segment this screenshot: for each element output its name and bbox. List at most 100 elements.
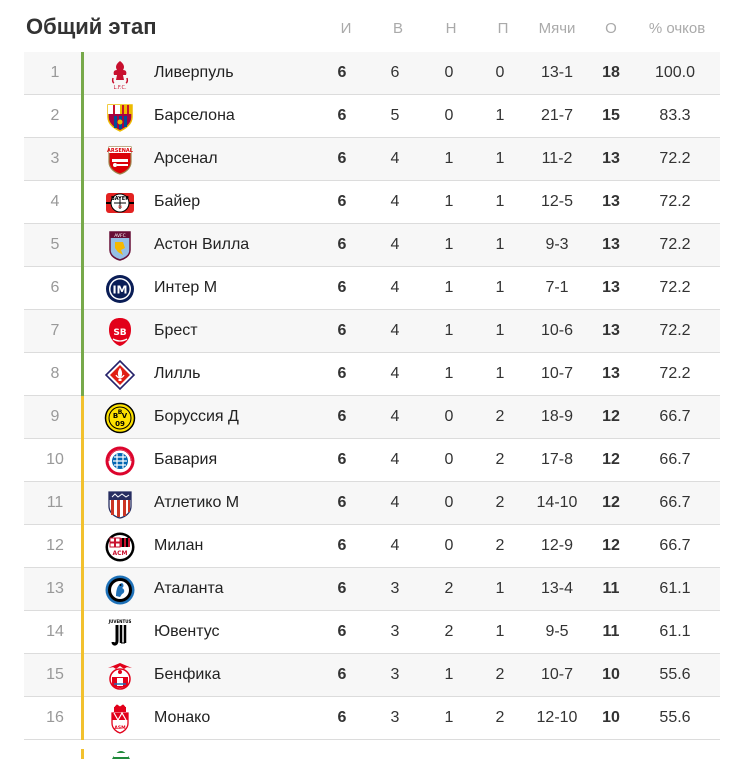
- lost-cell: 1: [495, 193, 505, 210]
- dortmund-crest-icon[interactable]: B V 09 B: [104, 402, 136, 434]
- qualification-zone-marker: [81, 52, 84, 95]
- team-name-link[interactable]: Интер М: [154, 279, 218, 296]
- qualification-zone-marker: [81, 439, 84, 482]
- won-cell: 4: [390, 537, 400, 554]
- arsenal-crest-icon[interactable]: ARSENAL: [104, 144, 136, 176]
- drawn-cell: 1: [444, 322, 454, 339]
- lost-cell: 1: [495, 365, 505, 382]
- points-cell: 15: [602, 107, 620, 124]
- atletico-crest-icon[interactable]: [104, 488, 136, 520]
- qualification-zone-marker: [81, 353, 84, 396]
- won-cell: 5: [390, 107, 400, 124]
- won-cell: 4: [390, 236, 400, 253]
- col-drawn-header[interactable]: Н: [445, 20, 457, 37]
- col-lost-header[interactable]: П: [497, 20, 509, 37]
- milan-crest-icon[interactable]: ACM: [104, 531, 136, 563]
- position-cell: 1: [50, 64, 60, 81]
- points-cell: 13: [602, 365, 620, 382]
- table-row[interactable]: 11 Атлетико М 6 4 0 2 14-10 12 66.7: [24, 482, 720, 525]
- team-name-link[interactable]: Боруссия Д: [154, 408, 239, 425]
- lost-cell: 1: [495, 150, 505, 167]
- team-name-link[interactable]: Астон Вилла: [154, 236, 250, 253]
- points-percent-cell: 66.7: [659, 451, 691, 468]
- table-row[interactable]: 4 BAYER04 Байер 6 4 1 1 12-5 13 72.2: [24, 181, 720, 224]
- table-row[interactable]: 2 Барселона 6 5 0 1 21-7 15 83.3: [24, 95, 720, 138]
- team-name-link[interactable]: Атлетико М: [154, 494, 240, 511]
- team-name-link[interactable]: Арсенал: [154, 150, 218, 167]
- drawn-cell: 0: [444, 494, 454, 511]
- position-cell: 5: [50, 236, 60, 253]
- svg-text:L.F.C.: L.F.C.: [113, 85, 127, 90]
- table-row[interactable]: 1 L.F.C. Ливерпуль 6 6 0 0 13-1 18 100.0: [24, 52, 720, 95]
- played-cell: 6: [337, 150, 347, 167]
- played-cell: 6: [337, 279, 347, 296]
- page-title: Общий этап: [26, 14, 157, 39]
- qualification-zone-marker: [81, 267, 84, 310]
- goals-cell: 17-8: [540, 451, 574, 468]
- team-name-link[interactable]: Ювентус: [154, 623, 220, 640]
- col-points-header[interactable]: О: [605, 20, 617, 37]
- brest-crest-icon[interactable]: SB: [104, 316, 136, 348]
- points-cell: 13: [602, 150, 620, 167]
- team-name-link[interactable]: Аталанта: [154, 580, 224, 597]
- played-cell: 6: [337, 322, 347, 339]
- table-row[interactable]: 10 Бавария 6 4 0 2 17-8 12 66.7: [24, 439, 720, 482]
- goals-cell: 12-9: [540, 537, 574, 554]
- table-row[interactable]: 8 Лилль 6 4 1 1 10-7 13 72.2: [24, 353, 720, 396]
- team-name-link[interactable]: Брест: [154, 322, 198, 339]
- benfica-crest-icon[interactable]: [104, 660, 136, 692]
- position-cell: 6: [50, 279, 60, 296]
- col-goals-header[interactable]: Мячи: [538, 20, 576, 37]
- atalanta-crest-icon[interactable]: [104, 574, 136, 606]
- team-name-link[interactable]: Бавария: [154, 451, 218, 468]
- points-cell: 12: [602, 494, 620, 511]
- played-cell: 6: [337, 494, 347, 511]
- team-name-link[interactable]: Бенфика: [154, 666, 221, 683]
- played-cell: 6: [337, 64, 347, 81]
- table-row[interactable]: 3 ARSENAL Арсенал 6 4 1 1 11-2 13 72.2: [24, 138, 720, 181]
- points-cell: 11: [602, 623, 620, 640]
- points-cell: 13: [602, 236, 620, 253]
- table-row[interactable]: 5 AVFC Астон Вилла 6 4 1 1 9-3 13 72.2: [24, 224, 720, 267]
- goals-cell: 12-5: [540, 193, 574, 210]
- qualification-zone-marker: [81, 611, 84, 654]
- aston-villa-crest-icon[interactable]: AVFC: [104, 230, 136, 262]
- qualification-zone-marker: [81, 654, 84, 697]
- table-row[interactable]: 14 JUVENTUS Ювентус 6 3 2 1 9-5 11 61.1: [24, 611, 720, 654]
- col-played-header[interactable]: И: [340, 20, 352, 37]
- bayern-crest-icon[interactable]: [104, 445, 136, 477]
- drawn-cell: 0: [444, 537, 454, 554]
- points-percent-cell: 72.2: [659, 236, 691, 253]
- table-row[interactable]: 7 SB Брест 6 4 1 1 10-6 13 72.2: [24, 310, 720, 353]
- liverpool-crest-icon[interactable]: L.F.C.: [104, 58, 136, 91]
- col-won-header[interactable]: В: [392, 20, 403, 37]
- table-row[interactable]: 6 IM Интер М 6 4 1 1 7-1 13 72.2: [24, 267, 720, 310]
- team-name-link[interactable]: Барселона: [154, 107, 235, 124]
- table-row[interactable]: 13 Аталанта 6 3 2 1 13-4 11 61.1: [24, 568, 720, 611]
- table-row[interactable]: 12 ACM Милан 6 4 0 2 12-9 12 66.7: [24, 525, 720, 568]
- col-pct-header[interactable]: % очков: [648, 20, 706, 37]
- points-cell: 13: [602, 279, 620, 296]
- team-name-link[interactable]: Байер: [154, 193, 201, 210]
- table-row[interactable]: 15 Бенфика 6 3 1 2 10-7 10 55.6: [24, 654, 720, 697]
- juventus-crest-icon[interactable]: JUVENTUS: [104, 617, 136, 649]
- played-cell: 6: [337, 365, 347, 382]
- qualification-zone-marker: [81, 138, 84, 181]
- qualification-zone-marker: [81, 525, 84, 568]
- barcelona-crest-icon[interactable]: [104, 101, 136, 133]
- team-name-link[interactable]: Монако: [154, 709, 211, 726]
- leverkusen-crest-icon[interactable]: BAYER04: [104, 187, 136, 219]
- lille-crest-icon[interactable]: [104, 359, 136, 391]
- table-row[interactable]: 16 ASM Монако 6 3 1 2 12-10 10 55.6: [24, 697, 720, 740]
- played-cell: 6: [337, 193, 347, 210]
- goals-cell: 12-10: [536, 709, 578, 726]
- inter-crest-icon[interactable]: IM: [104, 273, 136, 305]
- goals-cell: 13-1: [540, 64, 574, 81]
- svg-text:SB: SB: [113, 328, 126, 338]
- team-name-link[interactable]: Милан: [154, 537, 204, 554]
- table-row[interactable]: 9 B V 09 B Боруссия Д 6 4 0 2 18-9 12 66.7: [24, 396, 720, 439]
- points-cell: 13: [602, 322, 620, 339]
- team-name-link[interactable]: Лилль: [154, 365, 201, 382]
- monaco-crest-icon[interactable]: ASM: [104, 703, 136, 735]
- team-name-link[interactable]: Ливерпуль: [154, 64, 234, 81]
